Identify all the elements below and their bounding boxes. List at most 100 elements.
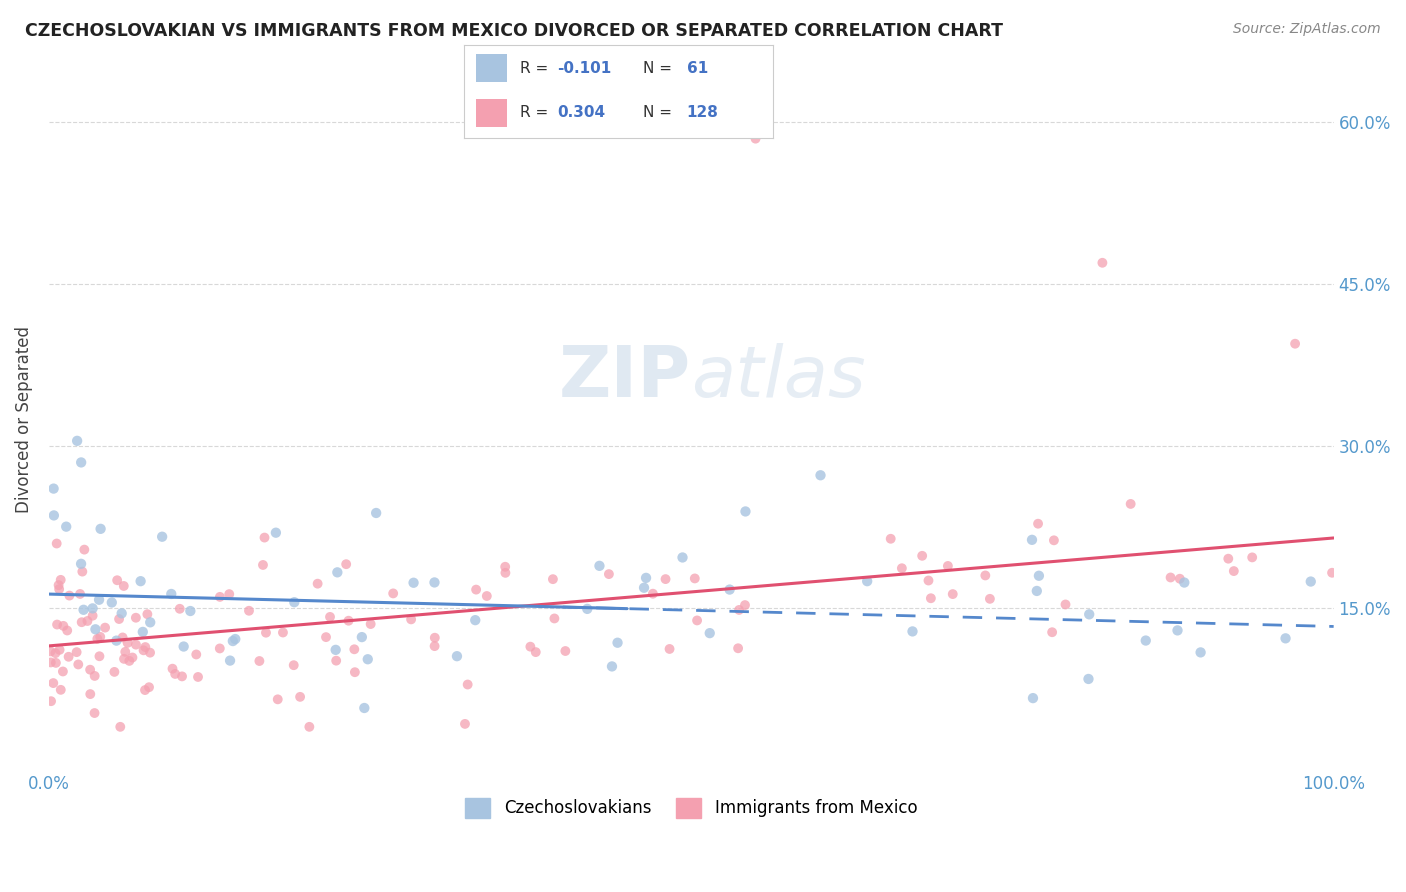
Point — [1189, 645, 1212, 659]
Point — [543, 611, 565, 625]
Legend: Czechoslovakians, Immigrants from Mexico: Czechoslovakians, Immigrants from Mexico — [458, 791, 924, 825]
Point — [734, 598, 756, 612]
Point — [541, 572, 564, 586]
Point — [49, 682, 72, 697]
Point — [357, 652, 380, 666]
Text: Source: ZipAtlas.com: Source: ZipAtlas.com — [1233, 22, 1381, 37]
Point — [475, 589, 498, 603]
Point — [138, 680, 160, 694]
Y-axis label: Divorced or Separated: Divorced or Separated — [15, 326, 32, 513]
Point — [86, 632, 108, 646]
Point — [1320, 566, 1343, 580]
Text: N =: N = — [644, 61, 678, 76]
Point — [554, 644, 576, 658]
Point — [1274, 632, 1296, 646]
Point — [45, 536, 67, 550]
Text: atlas: atlas — [692, 343, 866, 412]
Point — [48, 578, 70, 592]
Point — [83, 669, 105, 683]
Point — [1054, 598, 1077, 612]
Point — [1223, 564, 1246, 578]
Point — [82, 608, 104, 623]
Point — [46, 617, 69, 632]
Point — [129, 574, 152, 589]
Point — [89, 649, 111, 664]
Text: R =: R = — [520, 105, 553, 120]
Point — [920, 591, 942, 606]
Point — [901, 624, 924, 639]
Point — [58, 649, 80, 664]
Point — [942, 587, 965, 601]
Point — [110, 720, 132, 734]
Point — [524, 645, 547, 659]
Point — [494, 566, 516, 580]
Point — [117, 636, 139, 650]
Point — [111, 607, 134, 621]
Text: 128: 128 — [686, 105, 718, 120]
Point — [238, 604, 260, 618]
Point — [288, 690, 311, 704]
Point — [70, 615, 93, 630]
Point — [150, 530, 173, 544]
Point — [600, 659, 623, 673]
Point — [911, 549, 934, 563]
Point — [890, 561, 912, 575]
Point — [1241, 550, 1264, 565]
Point — [67, 657, 90, 672]
Point — [108, 612, 131, 626]
Point — [936, 558, 959, 573]
Point — [70, 557, 93, 571]
Point — [1218, 551, 1240, 566]
Point — [576, 602, 599, 616]
Point — [69, 587, 91, 601]
Point — [66, 434, 89, 448]
Point — [1135, 633, 1157, 648]
Point — [457, 677, 479, 691]
Point — [1091, 256, 1114, 270]
Point — [1299, 574, 1322, 589]
Point — [49, 573, 72, 587]
Point — [1025, 584, 1047, 599]
Point — [641, 587, 664, 601]
Point — [101, 595, 124, 609]
Point — [134, 640, 156, 654]
Point — [598, 567, 620, 582]
Point — [335, 557, 357, 571]
Point — [87, 592, 110, 607]
Point — [136, 607, 159, 622]
Point — [634, 571, 657, 585]
Point — [494, 559, 516, 574]
Point — [55, 519, 77, 533]
Point — [979, 591, 1001, 606]
Point — [179, 604, 201, 618]
Point — [727, 641, 749, 656]
Point — [82, 601, 104, 615]
Point — [917, 574, 939, 588]
Point — [1119, 497, 1142, 511]
Point — [173, 640, 195, 654]
Point — [79, 663, 101, 677]
Bar — [477, 54, 508, 82]
Point — [1078, 607, 1101, 622]
Point — [402, 575, 425, 590]
Point — [446, 649, 468, 664]
Point — [56, 624, 79, 638]
Point — [325, 654, 347, 668]
Text: -0.101: -0.101 — [557, 61, 612, 76]
Point — [72, 603, 94, 617]
Point — [267, 692, 290, 706]
Point — [519, 640, 541, 654]
Point — [125, 611, 148, 625]
Point — [39, 694, 62, 708]
Point — [48, 582, 70, 596]
Point — [208, 641, 231, 656]
Point — [366, 506, 388, 520]
Point — [319, 610, 342, 624]
Point — [105, 633, 128, 648]
Point — [307, 576, 329, 591]
Point — [52, 665, 75, 679]
Point — [1168, 572, 1191, 586]
Point — [114, 645, 136, 659]
Point — [671, 550, 693, 565]
Point — [111, 631, 134, 645]
